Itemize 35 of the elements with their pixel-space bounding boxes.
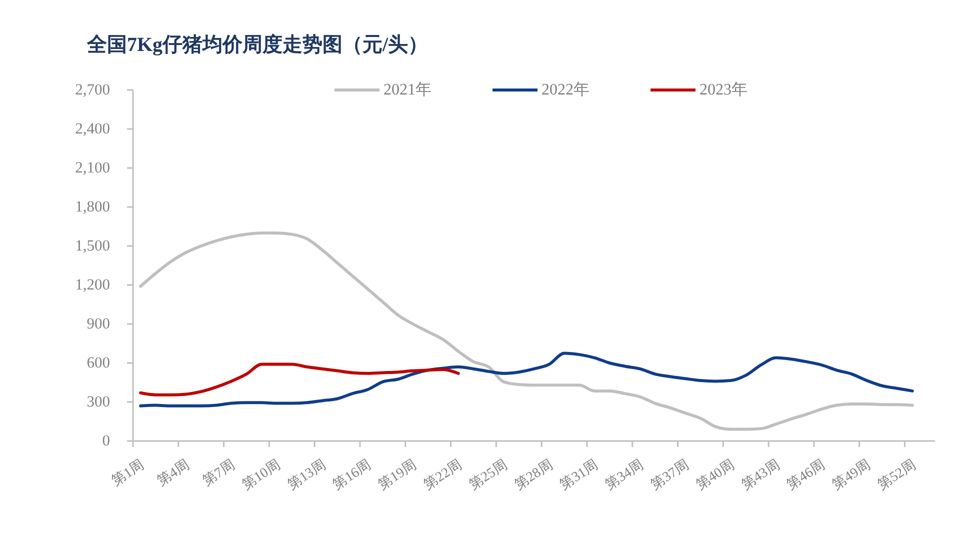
x-tick-label: 第1周 <box>109 456 148 490</box>
y-tick-label: 300 <box>86 394 110 410</box>
x-tick-label: 第7周 <box>200 456 238 490</box>
x-tick-label: 第52周 <box>874 456 919 494</box>
x-tick-label: 第46周 <box>784 456 828 494</box>
y-tick-label: 2,700 <box>75 82 110 98</box>
y-tick-label: 0 <box>102 432 110 450</box>
x-tick-label: 第43周 <box>738 456 783 494</box>
x-tick-label: 第19周 <box>376 456 420 494</box>
y-tick-label: 900 <box>86 316 110 332</box>
y-tick-label: 2,400 <box>75 120 110 138</box>
x-tick-label: 第40周 <box>693 456 738 494</box>
x-tick-label: 第16周 <box>330 456 374 494</box>
line-series <box>139 232 914 431</box>
x-tick-label: 第49周 <box>830 456 874 494</box>
x-tick-label: 第37周 <box>648 456 692 494</box>
x-tick-label: 第25周 <box>466 456 510 494</box>
y-tick-label: 1,800 <box>75 198 110 216</box>
y-tick-label: 1,500 <box>75 238 110 254</box>
x-tick-label: 第10周 <box>239 456 284 494</box>
y-tick-label: 600 <box>86 354 110 372</box>
x-tick-label: 第34周 <box>602 456 647 494</box>
x-tick-label: 第28周 <box>512 456 556 494</box>
chart-title: 全国7Kg仔猪均价周度走势图（元/头） <box>86 33 428 56</box>
line-series <box>139 362 460 396</box>
legend-label: 2021年 <box>384 82 432 98</box>
x-tick-label: 第13周 <box>284 456 329 494</box>
line-series <box>139 352 914 408</box>
x-tick-label: 第22周 <box>420 456 465 494</box>
x-tick-label: 第4周 <box>154 456 193 490</box>
legend-label: 2023年 <box>700 82 748 98</box>
y-tick-label: 1,200 <box>75 276 110 294</box>
x-tick-label: 第31周 <box>557 456 602 494</box>
y-tick-label: 2,100 <box>75 160 110 176</box>
legend-label: 2022年 <box>542 82 590 98</box>
